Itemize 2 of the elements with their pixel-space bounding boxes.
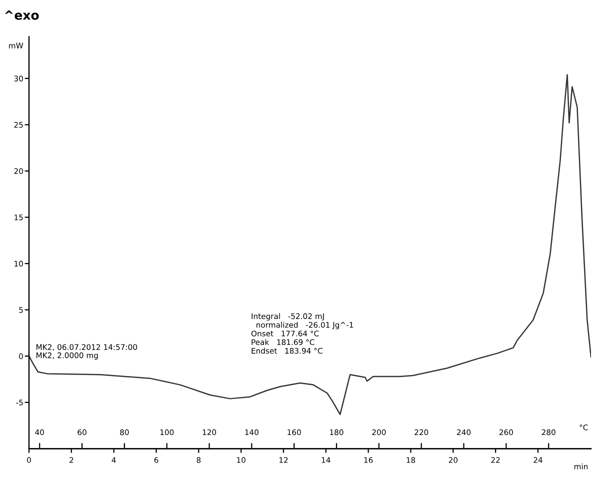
text: ^exo [4, 10, 39, 20]
line-series [29, 74, 591, 416]
